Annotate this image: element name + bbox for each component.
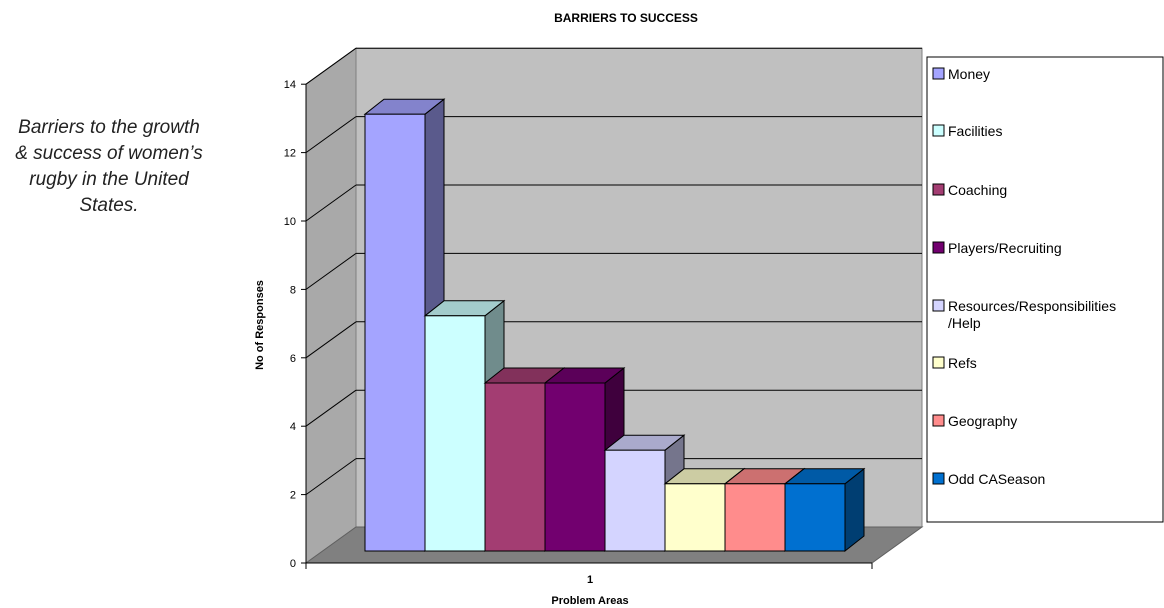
gridline-side: [305, 321, 357, 359]
y-tick-label: 4: [290, 421, 296, 433]
legend-label: Refs: [948, 355, 977, 371]
bar-front: [484, 382, 546, 552]
bar-front: [724, 483, 786, 552]
gridline-side: [305, 458, 357, 496]
y-tick-label: 8: [290, 284, 296, 296]
gridline-side: [305, 252, 357, 290]
legend-swatch: [932, 67, 945, 80]
legend-swatch: [932, 356, 945, 369]
y-tick-label: 14: [284, 79, 296, 91]
gridline-side: [305, 116, 357, 154]
side-wall: [305, 47, 357, 564]
legend-box: [926, 56, 1164, 523]
bar: [423, 299, 506, 553]
axes: 0 2 4 6 8 10 12 14: [284, 79, 873, 570]
legend-label: Geography: [948, 413, 1017, 429]
x-axis-label: Problem Areas: [551, 595, 628, 607]
bar-front: [664, 483, 726, 552]
legend-swatch: [932, 241, 945, 254]
chart-title: BARRIERS TO SUCCESS: [554, 11, 698, 25]
bar-front: [364, 113, 426, 552]
legend-label: Players/Recruiting: [948, 240, 1062, 256]
bar-front: [604, 449, 666, 552]
figure-caption: Barriers to the growth & success of wome…: [15, 117, 203, 216]
legend-label: Money: [948, 66, 990, 82]
y-tick-label: 10: [284, 216, 296, 228]
bar-front: [544, 382, 606, 552]
legend-label: Facilities: [948, 123, 1002, 139]
legend-label: Resources/Responsibilities/Help: [948, 298, 1116, 331]
legend-swatch: [932, 299, 945, 312]
legend-label: Coaching: [948, 182, 1007, 198]
gridline-side: [305, 389, 357, 427]
legend-swatch: [932, 183, 945, 196]
gridline-side: [305, 184, 357, 222]
x-tick-label: 1: [587, 574, 593, 586]
y-tick-label: 12: [284, 148, 296, 160]
legend-swatch: [932, 472, 945, 485]
y-axis-label: No of Responses: [254, 280, 266, 370]
legend-label: Odd CASeason: [948, 471, 1045, 487]
bars: [363, 98, 866, 553]
y-tick-label: 6: [290, 353, 296, 365]
legend: Money Facilities Coaching Players/Recruitin…: [926, 56, 1164, 523]
y-tick-label: 0: [290, 558, 296, 570]
bar-front: [784, 483, 846, 552]
legend-swatch: [932, 414, 945, 427]
y-tick-label: 2: [290, 490, 296, 502]
legend-swatch: [932, 124, 945, 137]
gridline-side: [305, 47, 357, 85]
bar-front: [424, 315, 486, 552]
bar: [783, 467, 866, 553]
